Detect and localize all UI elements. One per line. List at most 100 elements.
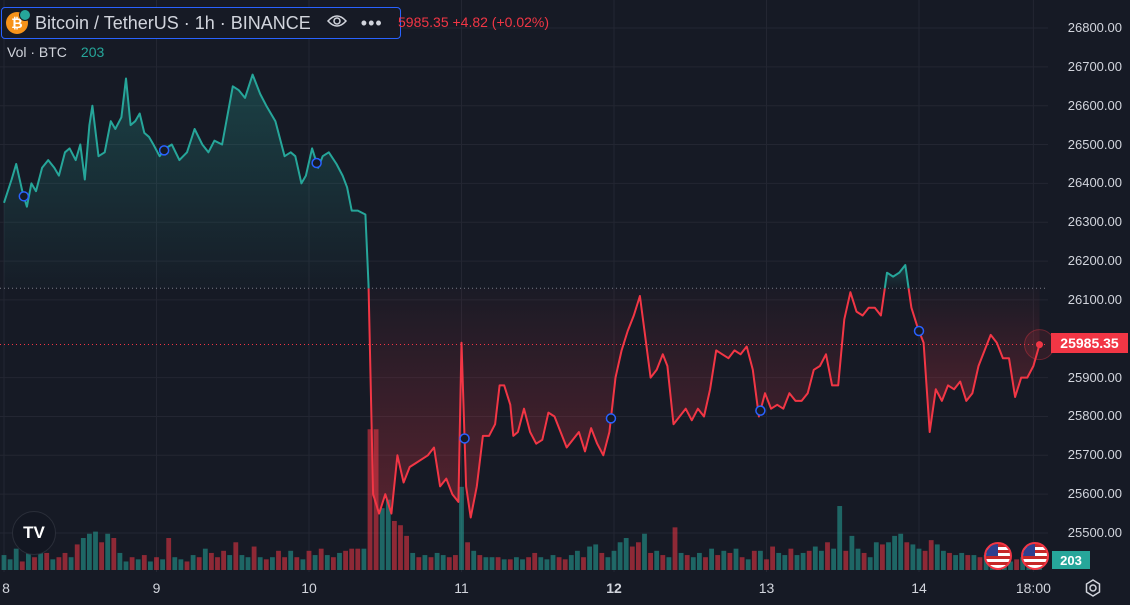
- volume-bar: [239, 555, 245, 570]
- volume-bar: [733, 548, 739, 570]
- volume-bar: [495, 557, 501, 570]
- volume-bar: [434, 552, 440, 570]
- volume-bar: [581, 557, 586, 570]
- volume-bar: [343, 550, 348, 570]
- volume-bar: [178, 559, 184, 570]
- volume-bar: [947, 552, 952, 570]
- volume-bar: [349, 548, 355, 570]
- volume-bar: [575, 550, 580, 570]
- volume-bar: [422, 555, 428, 570]
- us-flag-icon[interactable]: [984, 542, 1012, 570]
- volume-bar: [593, 544, 599, 570]
- volume-bar: [38, 546, 43, 570]
- volume-bar: [782, 555, 788, 570]
- volume-bar: [672, 527, 678, 570]
- tradingview-logo[interactable]: TV: [12, 511, 56, 555]
- price-tick-label: 25800.00: [1067, 408, 1122, 424]
- volume-bar: [660, 555, 666, 570]
- volume-bar: [898, 533, 904, 570]
- eye-icon[interactable]: [326, 14, 347, 33]
- price-area: [4, 74, 369, 289]
- volume-bar: [849, 535, 855, 570]
- volume-bar: [562, 559, 568, 570]
- volume-bar: [483, 557, 489, 570]
- time-tick-label: 13: [758, 580, 775, 596]
- price-tick-label: 26800.00: [1067, 20, 1122, 35]
- volume-bar: [300, 559, 306, 570]
- price-tick-label: 25700.00: [1067, 447, 1122, 463]
- time-tick-label: 10: [301, 580, 317, 596]
- volume-bar: [544, 559, 550, 570]
- volume-bar: [367, 429, 373, 570]
- event-marker: [913, 325, 925, 337]
- price-tick-label: 25900.00: [1067, 369, 1122, 385]
- volume-bar: [953, 555, 958, 570]
- volume-bar: [922, 550, 928, 570]
- volume-bar: [465, 542, 470, 570]
- volume-bar: [166, 538, 172, 570]
- volume-bar: [105, 533, 111, 570]
- volume-bar: [745, 559, 751, 570]
- volume-bar: [74, 544, 80, 570]
- last-price-tag: 25985.35: [1051, 333, 1128, 353]
- volume-bar: [794, 555, 800, 570]
- exchange-badge-icon: [19, 9, 31, 21]
- volume-bar: [697, 552, 702, 570]
- time-tick-label: 8: [2, 580, 10, 596]
- volume-bar: [135, 559, 141, 570]
- price-tick-label: 26300.00: [1067, 214, 1122, 230]
- price-tick-label: 26100.00: [1067, 291, 1122, 307]
- volume-bar: [215, 557, 220, 570]
- volume-bar: [19, 561, 25, 570]
- volume-bar: [44, 552, 50, 570]
- volume-bar: [56, 557, 62, 570]
- volume-bar: [184, 561, 190, 570]
- volume-bar: [623, 538, 629, 570]
- volume-bar: [190, 555, 196, 570]
- volume-bar: [459, 486, 464, 570]
- volume-bar: [1, 555, 7, 570]
- volume-bar: [318, 548, 324, 570]
- volume-bar: [416, 557, 422, 570]
- volume-bar: [617, 542, 623, 570]
- volume-bar: [1008, 561, 1013, 570]
- volume-bar: [599, 552, 605, 570]
- volume-bar: [550, 555, 556, 570]
- volume-bar: [209, 552, 214, 570]
- event-marker: [18, 191, 30, 202]
- volume-bar: [410, 552, 416, 570]
- more-dots-icon[interactable]: •••: [360, 12, 383, 33]
- volume-bar: [392, 520, 397, 570]
- volume-bar: [117, 552, 123, 570]
- price-tick-label: 25600.00: [1067, 486, 1122, 502]
- volume-bar: [501, 559, 507, 570]
- volume-bar: [154, 557, 159, 570]
- volume-bar: [361, 548, 367, 570]
- us-flag-icon[interactable]: [1021, 542, 1049, 570]
- volume-bar: [123, 561, 129, 570]
- time-tick-label: 14: [911, 580, 927, 596]
- volume-bar: [532, 552, 538, 570]
- volume-bar: [32, 557, 37, 570]
- volume-bar: [87, 533, 92, 570]
- volume-bar: [62, 552, 68, 570]
- symbol-header[interactable]: ₿ Bitcoin / TetherUS · 1h · BINANCE •••: [1, 7, 401, 39]
- price-area: [368, 288, 885, 518]
- volume-bar: [13, 548, 19, 570]
- gear-icon[interactable]: [1083, 578, 1103, 598]
- volume-bar: [312, 555, 318, 570]
- volume-bar: [331, 557, 336, 570]
- volume-bar: [684, 555, 690, 570]
- price-tick-label: 26600.00: [1067, 97, 1122, 113]
- volume-bar: [800, 552, 806, 570]
- volume-bar: [7, 559, 13, 570]
- volume-bar: [111, 538, 117, 570]
- volume-bar: [233, 542, 239, 570]
- volume-bar: [605, 557, 611, 570]
- symbol-title[interactable]: Bitcoin / TetherUS · 1h · BINANCE: [35, 12, 311, 33]
- volume-bar: [642, 533, 647, 570]
- volume-bar: [288, 550, 294, 570]
- price-tick-label: 26500.00: [1067, 136, 1122, 152]
